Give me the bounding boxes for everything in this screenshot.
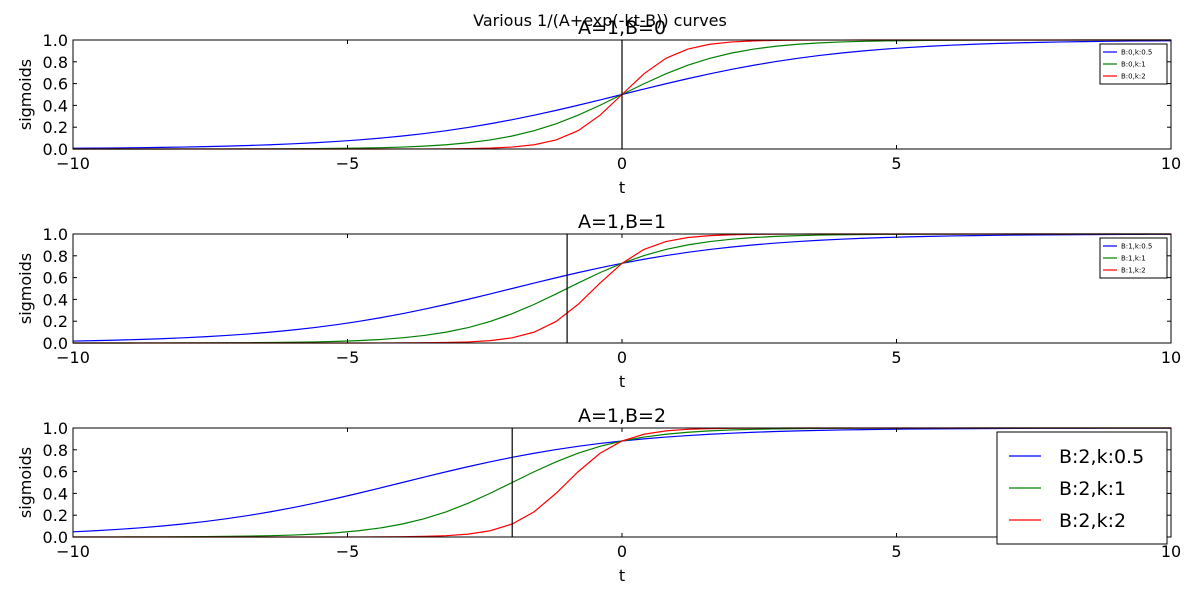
legend: B:2,k:0.5 B:2,k:1 B:2,k:2 xyxy=(996,431,1168,545)
legend-label: B:2,k:1 xyxy=(1059,478,1126,500)
legend-label: B:1,k:1 xyxy=(1121,255,1146,263)
x-axis-label: t xyxy=(619,566,625,585)
x-tick-label: 5 xyxy=(891,348,901,367)
x-tick-label: 5 xyxy=(891,154,901,173)
subplot-title: A=1,B=2 xyxy=(578,405,666,427)
series-line-b-1-k-2 xyxy=(73,233,1171,344)
x-tick-label: 10 xyxy=(1161,542,1181,561)
y-tick-label: 0.6 xyxy=(43,75,68,94)
x-tick-label: −5 xyxy=(336,154,360,173)
x-tick-label: −5 xyxy=(336,542,360,561)
subplot-title: A=1,B=1 xyxy=(578,211,666,233)
axes-frame xyxy=(72,233,1172,344)
y-axis-label: sigmoids xyxy=(16,59,35,130)
y-axis-label: sigmoids xyxy=(16,253,35,324)
x-tick-label: −5 xyxy=(336,348,360,367)
y-tick-label: 0.2 xyxy=(43,312,68,331)
y-tick-label: 0.6 xyxy=(43,269,68,288)
y-tick-label: 0.0 xyxy=(43,334,68,353)
y-tick-label: 1.0 xyxy=(43,31,68,50)
legend-label: B:0,k:0.5 xyxy=(1121,49,1152,57)
y-tick-label: 0.8 xyxy=(43,441,68,460)
y-tick-label: 0.4 xyxy=(43,484,68,503)
legend-label: B:2,k:0.5 xyxy=(1059,446,1144,468)
x-tick-label: 10 xyxy=(1161,348,1181,367)
x-tick-label: 0 xyxy=(617,348,627,367)
y-tick-label: 0.4 xyxy=(43,96,68,115)
x-tick-label: −10 xyxy=(56,542,90,561)
figure-title: Various 1/(A+exp(-kt-B)) curves xyxy=(473,11,727,30)
x-tick-label: −10 xyxy=(56,154,90,173)
x-tick-label: 0 xyxy=(617,154,627,173)
subplot-2: −10 −5 0 5 10 0.0 0.2 0.4 0.6 0.8 1.0 A=1,B=1 t sigmo… xyxy=(16,211,1181,391)
legend-label: B:1,k:2 xyxy=(1121,267,1146,275)
x-tick-label: −10 xyxy=(56,348,90,367)
series-line-b-1-k-0-5 xyxy=(72,233,1172,342)
y-tick-label: 0.0 xyxy=(43,140,68,159)
legend-label: B:0,k:1 xyxy=(1121,61,1146,69)
x-tick-label: 0 xyxy=(617,542,627,561)
subplot-title: A=1,B=0 xyxy=(578,17,666,39)
y-tick-label: 0.2 xyxy=(43,118,68,137)
y-tick-label: 0.0 xyxy=(43,528,68,547)
y-tick-label: 0.4 xyxy=(43,290,68,309)
subplot-1: −10 −5 0 5 10 0.0 0.2 0.4 0.6 0.8 1.0 A=1,B=0 t sigmo… xyxy=(16,17,1181,197)
legend-label: B:0,k:2 xyxy=(1121,73,1146,81)
x-tick-label: 5 xyxy=(891,542,901,561)
y-tick-label: 1.0 xyxy=(43,419,68,438)
legend: B:0,k:0.5 B:0,k:1 B:0,k:2 xyxy=(1099,43,1168,85)
y-tick-label: 0.8 xyxy=(43,247,68,266)
x-axis-label: t xyxy=(619,372,625,391)
subplot-3: −10 −5 0 5 10 0.0 0.2 0.4 0.6 0.8 1.0 A=1,B=2 t sigmo… xyxy=(16,405,1181,585)
y-tick-label: 0.8 xyxy=(43,53,68,72)
series-line-b-1-k-1 xyxy=(72,233,1171,344)
y-tick-label: 1.0 xyxy=(43,225,68,244)
y-axis-label: sigmoids xyxy=(16,447,35,518)
y-tick-label: 0.2 xyxy=(43,506,68,525)
legend-label: B:1,k:0.5 xyxy=(1121,243,1152,251)
legend-label: B:2,k:2 xyxy=(1059,510,1126,532)
x-tick-label: 10 xyxy=(1161,154,1181,173)
y-tick-label: 0.6 xyxy=(43,463,68,482)
legend: B:1,k:0.5 B:1,k:1 B:1,k:2 xyxy=(1099,237,1168,279)
x-axis-label: t xyxy=(619,178,625,197)
